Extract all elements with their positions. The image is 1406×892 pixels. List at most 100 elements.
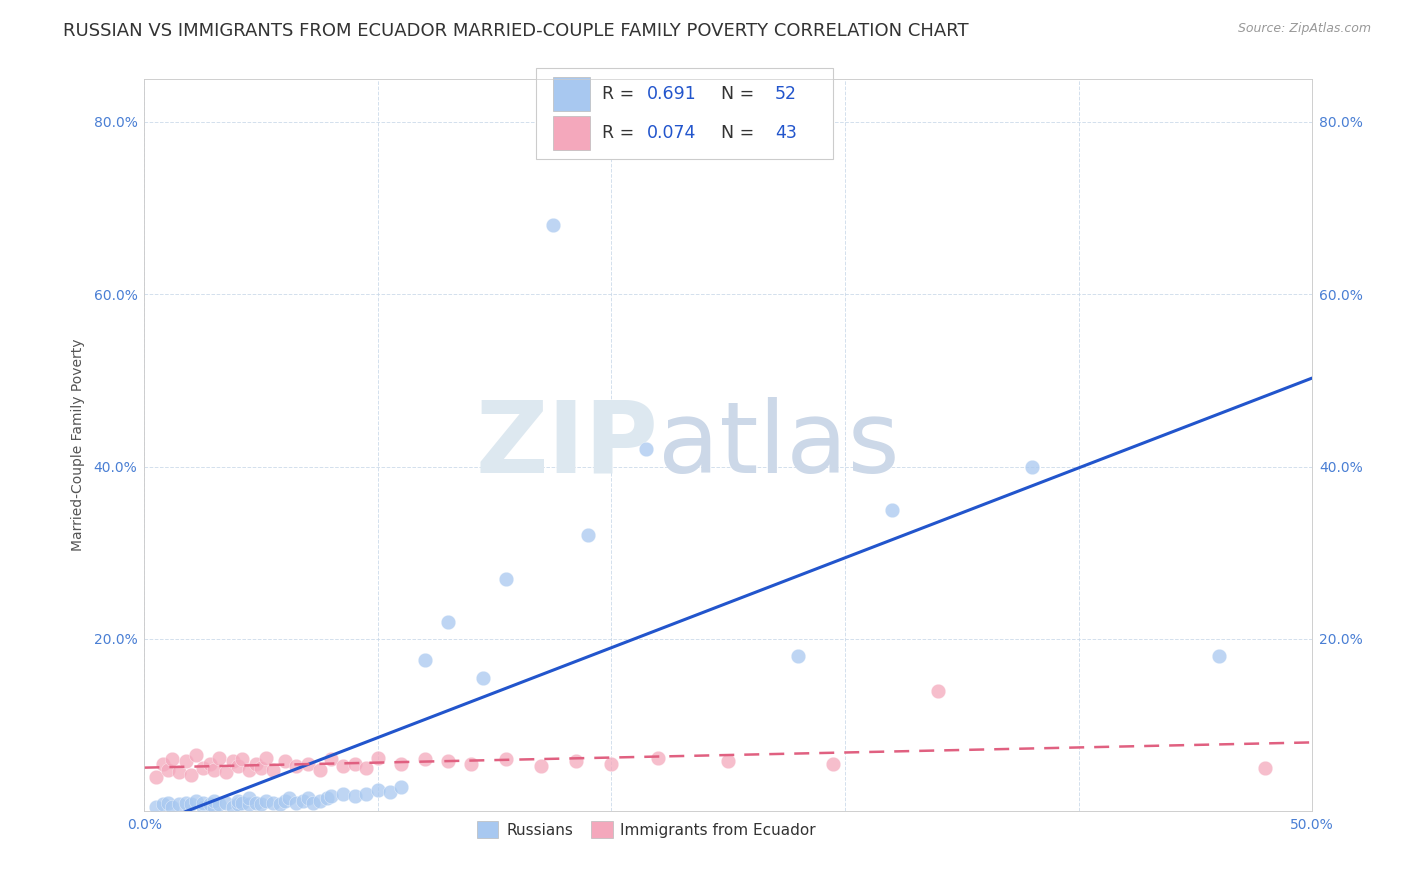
Point [226, 759, 249, 773]
Point [285, 759, 308, 773]
Point [495, 572, 517, 586]
Point [231, 796, 253, 810]
Point [198, 797, 221, 812]
Point [332, 759, 354, 773]
Point [413, 752, 436, 766]
Point [262, 763, 284, 777]
Point [254, 794, 277, 808]
Point [191, 796, 214, 810]
Point [343, 789, 366, 803]
Text: N =: N = [710, 86, 759, 103]
Legend: Russians, Immigrants from Ecuador: Russians, Immigrants from Ecuador [471, 815, 823, 844]
Point [238, 797, 260, 812]
Point [285, 796, 308, 810]
Point [191, 761, 214, 775]
Point [823, 756, 845, 771]
Point [176, 754, 198, 768]
Point [315, 791, 337, 805]
Point [262, 796, 284, 810]
Point [156, 763, 179, 777]
Point [636, 442, 658, 457]
Point [332, 787, 354, 801]
Point [222, 800, 245, 814]
Point [927, 683, 949, 698]
Point [647, 751, 669, 765]
Point [180, 768, 202, 782]
Point [787, 649, 810, 664]
Point [156, 796, 179, 810]
Point [152, 797, 174, 812]
Point [226, 794, 249, 808]
Point [367, 782, 389, 797]
Point [321, 789, 343, 803]
Point [250, 761, 273, 775]
FancyBboxPatch shape [553, 116, 591, 150]
Point [297, 756, 319, 771]
Point [297, 791, 319, 805]
Point [343, 756, 366, 771]
Point [1021, 459, 1043, 474]
Text: ZIP: ZIP [475, 397, 658, 493]
Text: atlas: atlas [658, 397, 900, 493]
Point [238, 791, 260, 805]
Point [180, 797, 202, 812]
Point [389, 756, 412, 771]
Text: R =: R = [602, 124, 640, 142]
Point [204, 800, 226, 814]
Point [204, 763, 226, 777]
Point [354, 787, 377, 801]
Point [880, 502, 903, 516]
Point [231, 752, 253, 766]
FancyBboxPatch shape [553, 78, 591, 112]
Point [1208, 649, 1230, 664]
Point [565, 754, 588, 768]
Text: 52: 52 [775, 86, 797, 103]
Point [437, 754, 460, 768]
Text: 0.074: 0.074 [647, 124, 696, 142]
Point [254, 751, 277, 765]
Point [292, 794, 315, 808]
Point [184, 748, 207, 763]
Point [215, 765, 238, 780]
Point [245, 796, 267, 810]
Point [162, 800, 184, 814]
Point [215, 796, 238, 810]
Y-axis label: Married-Couple Family Poverty: Married-Couple Family Poverty [72, 339, 86, 551]
Point [308, 794, 330, 808]
Point [437, 615, 460, 629]
Point [354, 761, 377, 775]
Point [530, 759, 553, 773]
Point [222, 754, 245, 768]
Text: 0.691: 0.691 [647, 86, 696, 103]
Point [717, 754, 740, 768]
Point [495, 752, 517, 766]
Point [250, 797, 273, 812]
Point [472, 671, 495, 685]
Point [198, 756, 221, 771]
Point [184, 794, 207, 808]
Point [152, 756, 174, 771]
Point [204, 794, 226, 808]
Point [245, 756, 267, 771]
Text: RUSSIAN VS IMMIGRANTS FROM ECUADOR MARRIED-COUPLE FAMILY POVERTY CORRELATION CHA: RUSSIAN VS IMMIGRANTS FROM ECUADOR MARRI… [63, 22, 969, 40]
Text: N =: N = [710, 124, 759, 142]
Point [269, 797, 291, 812]
Point [321, 752, 343, 766]
Point [162, 752, 184, 766]
Point [145, 800, 167, 814]
Text: R =: R = [602, 86, 640, 103]
Point [169, 797, 191, 812]
Point [576, 528, 599, 542]
Point [238, 763, 260, 777]
Point [273, 754, 295, 768]
Point [169, 765, 191, 780]
Point [541, 219, 564, 233]
Point [389, 780, 412, 794]
Point [301, 796, 323, 810]
Point [378, 785, 401, 799]
Point [145, 770, 167, 784]
Point [600, 756, 623, 771]
Point [226, 797, 249, 812]
Point [278, 791, 301, 805]
Point [413, 653, 436, 667]
